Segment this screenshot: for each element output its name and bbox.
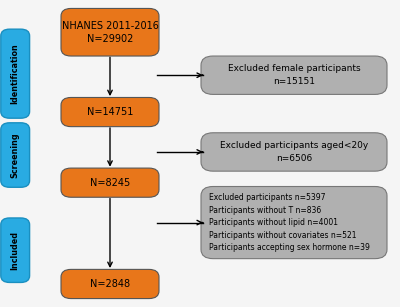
Text: Included: Included (11, 231, 20, 270)
FancyBboxPatch shape (61, 8, 159, 56)
Text: Excluded participants aged<20y
n=6506: Excluded participants aged<20y n=6506 (220, 141, 368, 163)
FancyBboxPatch shape (1, 218, 30, 282)
FancyBboxPatch shape (201, 56, 387, 95)
Text: N=2848: N=2848 (90, 279, 130, 289)
FancyBboxPatch shape (61, 270, 159, 298)
Text: N=14751: N=14751 (87, 107, 133, 117)
FancyBboxPatch shape (1, 123, 30, 187)
FancyBboxPatch shape (61, 168, 159, 197)
FancyBboxPatch shape (201, 133, 387, 171)
FancyBboxPatch shape (61, 98, 159, 126)
Text: N=8245: N=8245 (90, 178, 130, 188)
Text: Excluded participants n=5397
Participants without T n=836
Participants without l: Excluded participants n=5397 Participant… (209, 193, 370, 252)
Text: Screening: Screening (11, 132, 20, 178)
Text: NHANES 2011-2016
N=29902: NHANES 2011-2016 N=29902 (62, 21, 158, 44)
Text: Identification: Identification (11, 43, 20, 104)
FancyBboxPatch shape (1, 29, 30, 118)
FancyBboxPatch shape (201, 186, 387, 258)
Text: Excluded female participants
n=15151: Excluded female participants n=15151 (228, 64, 360, 86)
